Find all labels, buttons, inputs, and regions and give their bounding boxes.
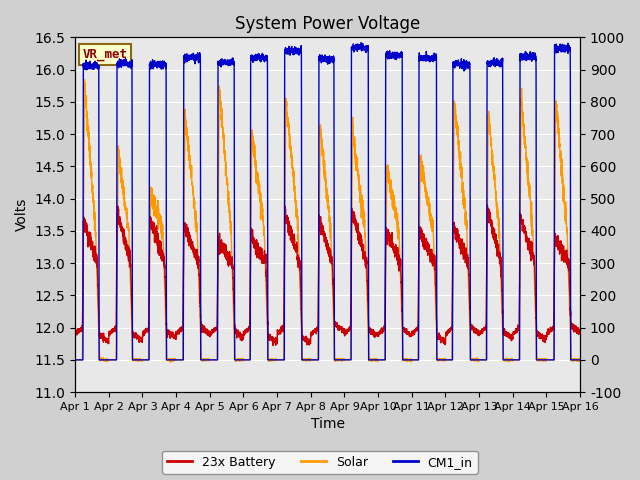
CM1_in <box>576 357 584 363</box>
CM1_in <box>413 357 420 363</box>
Line: CM1_in: CM1_in <box>75 43 580 360</box>
Line: 23x Battery: 23x Battery <box>75 205 580 346</box>
Solar <box>576 357 584 363</box>
23x Battery <box>576 329 584 335</box>
CM1_in <box>441 357 449 363</box>
Title: System Power Voltage: System Power Voltage <box>235 15 420 33</box>
Text: VR_met: VR_met <box>83 48 128 61</box>
Solar <box>413 357 420 363</box>
Solar <box>470 357 477 362</box>
23x Battery <box>162 304 170 310</box>
Line: Solar: Solar <box>75 80 580 362</box>
CM1_in <box>576 357 584 363</box>
Y-axis label: Volts: Volts <box>15 198 29 231</box>
Solar <box>441 357 449 363</box>
CM1_in <box>162 60 170 66</box>
23x Battery <box>576 329 584 335</box>
CM1_in <box>469 357 477 363</box>
23x Battery <box>441 336 449 341</box>
23x Battery <box>71 331 79 336</box>
CM1_in <box>357 40 365 46</box>
23x Battery <box>469 327 477 333</box>
Solar <box>308 357 316 363</box>
CM1_in <box>71 357 79 363</box>
23x Battery <box>269 343 277 348</box>
23x Battery <box>308 329 316 335</box>
Solar <box>576 358 584 363</box>
X-axis label: Time: Time <box>310 418 345 432</box>
Solar <box>167 360 175 365</box>
Legend: 23x Battery, Solar, CM1_in: 23x Battery, Solar, CM1_in <box>163 451 477 474</box>
23x Battery <box>483 202 491 208</box>
Solar <box>81 77 88 83</box>
Solar <box>162 327 170 333</box>
Solar <box>71 357 79 363</box>
23x Battery <box>413 325 420 331</box>
CM1_in <box>308 357 316 363</box>
